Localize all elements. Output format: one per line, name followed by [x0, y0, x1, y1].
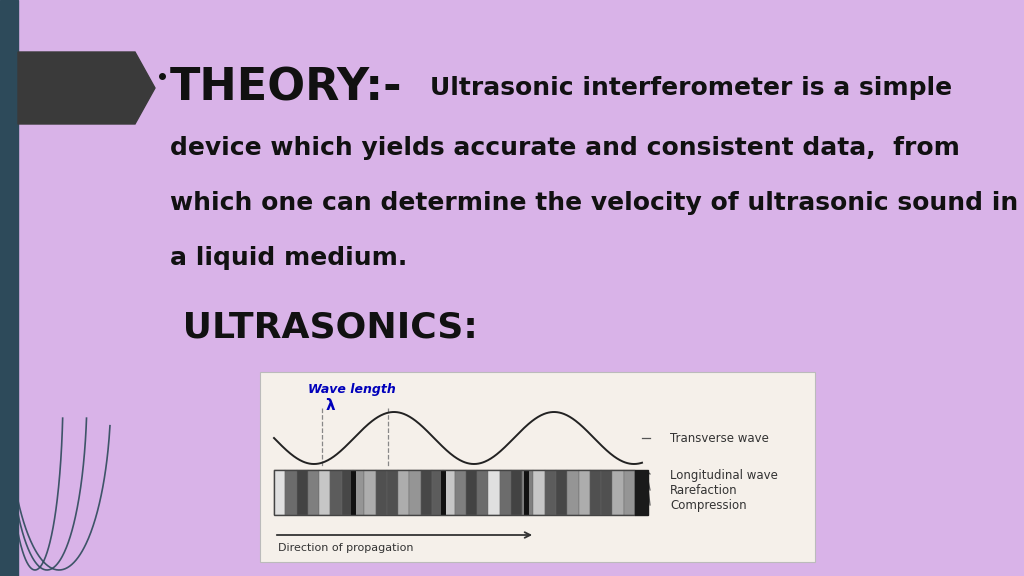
Bar	[567, 470, 579, 515]
Bar	[365, 470, 376, 515]
Bar	[590, 470, 601, 515]
Bar	[331, 470, 342, 515]
Bar	[522, 470, 534, 515]
Text: device which yields accurate and consistent data,  from: device which yields accurate and consist…	[170, 136, 959, 160]
Bar	[601, 470, 612, 515]
Bar	[387, 470, 398, 515]
Polygon shape	[18, 52, 155, 124]
Bar	[260, 372, 815, 562]
Bar	[441, 470, 446, 515]
Bar	[545, 470, 556, 515]
Bar	[443, 470, 455, 515]
Bar	[455, 470, 466, 515]
Bar	[477, 470, 488, 515]
Text: Compression: Compression	[670, 498, 746, 511]
Bar	[534, 470, 545, 515]
Bar	[579, 470, 590, 515]
Bar	[308, 470, 319, 515]
Text: which one can determine the velocity of ultrasonic sound in: which one can determine the velocity of …	[170, 191, 1018, 215]
Text: λ: λ	[326, 397, 336, 412]
Bar	[398, 470, 410, 515]
Bar	[410, 470, 421, 515]
Bar	[342, 470, 353, 515]
Bar	[511, 470, 522, 515]
Text: Wave length: Wave length	[308, 384, 395, 396]
Bar	[488, 470, 500, 515]
Bar	[274, 470, 635, 515]
Text: Rarefaction: Rarefaction	[670, 483, 737, 497]
Bar	[432, 470, 443, 515]
Text: THEORY:-: THEORY:-	[170, 66, 402, 109]
Bar	[500, 470, 511, 515]
Bar	[297, 470, 308, 515]
Bar	[353, 470, 365, 515]
Bar	[466, 470, 477, 515]
Text: Longitudinal wave: Longitudinal wave	[670, 468, 778, 482]
Bar	[319, 470, 331, 515]
Text: Direction of propagation: Direction of propagation	[278, 543, 414, 553]
Text: a liquid medium.: a liquid medium.	[170, 246, 408, 270]
Bar	[612, 470, 624, 515]
Bar	[421, 470, 432, 515]
Bar	[624, 470, 635, 515]
Text: Transverse wave: Transverse wave	[670, 431, 769, 445]
Text: Ultrasonic interferometer is a simple: Ultrasonic interferometer is a simple	[430, 76, 952, 100]
Bar	[0, 0, 18, 576]
Bar	[524, 470, 529, 515]
Bar	[286, 470, 297, 515]
Bar	[351, 470, 356, 515]
Bar	[376, 470, 387, 515]
Bar	[274, 470, 286, 515]
Bar	[635, 470, 648, 515]
Bar	[556, 470, 567, 515]
Text: ULTRASONICS:: ULTRASONICS:	[170, 311, 478, 345]
